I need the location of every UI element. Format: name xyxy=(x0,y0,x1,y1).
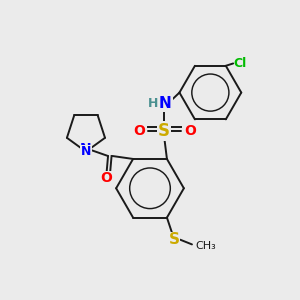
Text: S: S xyxy=(158,122,170,140)
Text: O: O xyxy=(100,171,112,185)
Text: O: O xyxy=(184,124,196,138)
Text: S: S xyxy=(169,232,180,247)
Text: N: N xyxy=(159,96,172,111)
Text: N: N xyxy=(81,145,91,158)
Text: H: H xyxy=(148,97,159,110)
Text: CH₃: CH₃ xyxy=(195,241,216,251)
Text: Cl: Cl xyxy=(233,57,246,70)
Text: O: O xyxy=(133,124,145,138)
Text: N: N xyxy=(80,142,92,156)
